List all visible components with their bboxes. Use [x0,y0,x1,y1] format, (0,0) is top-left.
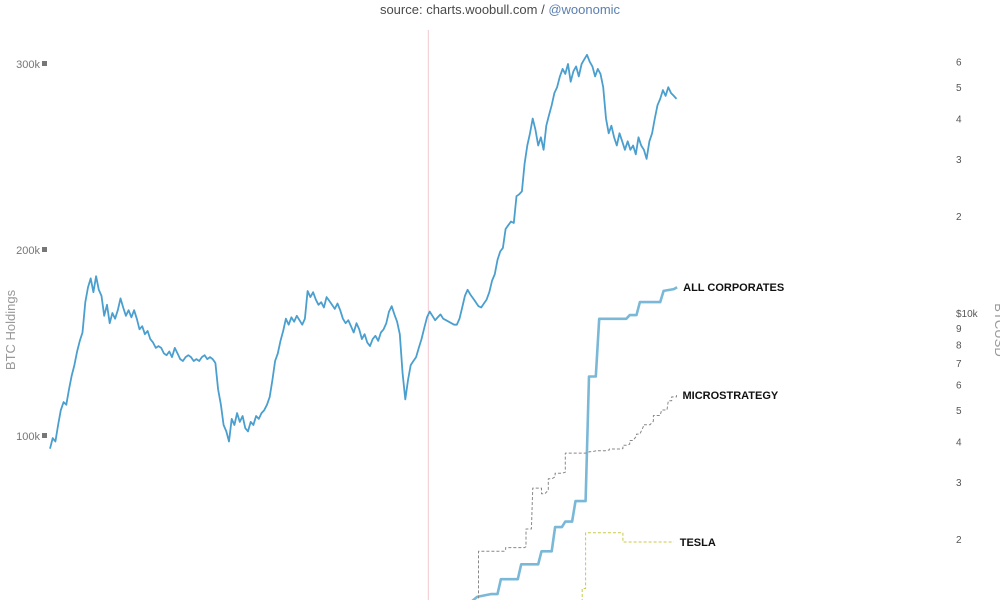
series-label-all-corporates: ALL CORPORATES [683,282,784,294]
y-left-tick-marker [42,61,47,66]
series-line-microstrategy [478,395,677,600]
y-left-tick-label: 200k [16,245,40,257]
y-right-axis-title: BTCUSD [992,303,1000,356]
series-label-tesla: TESLA [680,537,716,549]
y-right-tick-label: 3 [956,155,962,166]
y-right-tick-label: 8 [956,340,962,351]
y-right-tick-label: 5 [956,406,962,417]
y-left-axis-title: BTC Holdings [3,289,18,370]
right-axis: 2 3 4 5 6 7 8 9 $10k 2 3 4 5 6 [956,58,979,546]
y-right-tick-label: 6 [956,58,962,69]
y-right-tick-label: 2 [956,212,962,223]
y-right-tick-label: 7 [956,359,962,370]
series-line-tesla [581,532,674,600]
source-handle[interactable]: @woonomic [548,2,621,17]
y-right-tick-label: 5 [956,83,962,94]
y-left-tick-label: 100k [16,431,40,443]
y-left-tick-marker [42,247,47,252]
y-left-tick-label: 300k [16,59,40,71]
y-right-tick-label: 9 [956,324,962,335]
y-right-tick-label: $10k [956,309,979,320]
y-right-tick-label: 6 [956,381,962,392]
y-right-tick-label: 4 [956,115,962,126]
series-line-all-corporates [471,286,678,600]
series-layer [49,53,678,600]
series-line-price [49,53,678,449]
y-right-tick-label: 3 [956,478,962,489]
y-left-tick-marker [42,433,47,438]
series-labels: ALL CORPORATESMICROSTRATEGYTESLAGALAXY D… [680,282,784,549]
series-label-microstrategy: MICROSTRATEGY [682,390,778,402]
left-axis: 100k 200k 300k [16,59,47,443]
chart-source: source: charts.woobull.com / @woonomic [0,2,1000,17]
y-right-tick-label: 4 [956,438,962,449]
source-prefix: source: charts.woobull.com / [379,2,549,17]
y-right-tick-label: 2 [956,535,962,546]
